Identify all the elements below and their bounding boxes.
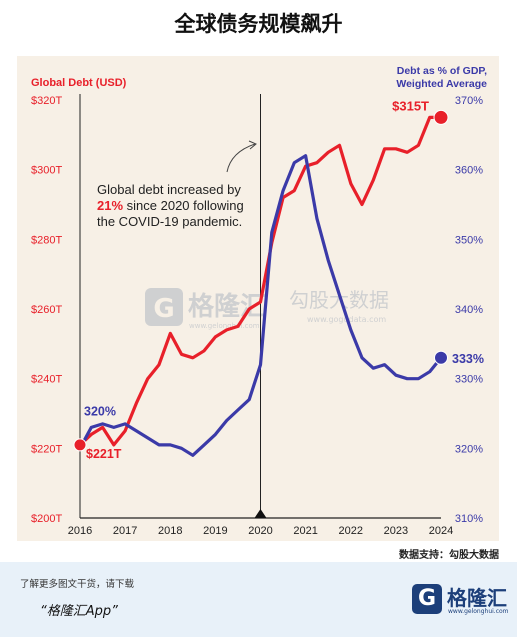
right-tick-label: 360%	[455, 165, 483, 177]
annotation: Global debt increased by 21% since 2020 …	[97, 140, 257, 229]
left-tick-label: $220T	[31, 443, 62, 455]
x-tick-label: 2016	[68, 525, 92, 537]
footer-note: 了解更多图文干货，请下载	[20, 579, 135, 590]
annotation-arrowhead-icon	[248, 140, 257, 150]
left-tick-label: $280T	[31, 234, 62, 246]
right-axis-title-line1: Debt as % of GDP,	[397, 65, 487, 77]
right-tick-label: 340%	[455, 304, 483, 316]
x-tick-label: 2021	[293, 525, 317, 537]
left-tick-label: $320T	[31, 95, 62, 107]
debt-start-point	[73, 438, 87, 452]
left-tick-label: $200T	[31, 513, 62, 525]
x-tick-label: 2022	[339, 525, 363, 537]
annotation-line3: the COVID-19 pandemic.	[97, 214, 242, 229]
watermark-left-site: www.gelonghui.com	[189, 322, 260, 330]
watermark-logo-icon	[145, 288, 183, 326]
x-tick-label: 2019	[203, 525, 227, 537]
footer: 了解更多图文干货，请下载 “格隆汇App” G 格隆汇 www.gelonghu…	[0, 562, 517, 637]
ratio-end-label: 333%	[452, 352, 484, 366]
footer-logo-site: www.gelonghui.com	[448, 608, 509, 615]
debt-end-point	[433, 109, 449, 125]
annotation-line2: 21% since 2020 following	[97, 198, 244, 213]
annotation-highlight: 21%	[97, 198, 123, 213]
footer-logo-text: 格隆汇	[447, 586, 507, 610]
marker-triangle-icon	[254, 509, 267, 518]
page-title: 全球债务规模飙升	[174, 12, 343, 36]
x-tick-label: 2023	[384, 525, 408, 537]
ratio-start-label: 320%	[84, 404, 116, 418]
right-tick-label: 370%	[455, 95, 483, 107]
x-tick-label: 2024	[429, 525, 453, 537]
lines-layer: $221T 320% $315T 333%	[73, 98, 484, 461]
left-tick-label: $240T	[31, 374, 62, 386]
annotation-line1: Global debt increased by	[97, 182, 241, 197]
annotation-line2-rest: since 2020 following	[123, 198, 244, 213]
right-tick-label: 310%	[455, 513, 483, 525]
debt-start-label: $221T	[86, 447, 122, 461]
right-tick-label: 330%	[455, 374, 483, 386]
ratio-series-line	[78, 154, 443, 457]
x-tick-label: 2017	[113, 525, 137, 537]
right-tick-label: 350%	[455, 234, 483, 246]
left-tick-label: $300T	[31, 165, 62, 177]
footer-app-name: “格隆汇App”	[40, 604, 118, 619]
left-tick-label: $260T	[31, 304, 62, 316]
right-tick-label: 320%	[455, 443, 483, 455]
x-tick-label: 2018	[158, 525, 182, 537]
debt-end-label: $315T	[392, 98, 429, 113]
axes-layer: $200T $220T $240T $260T $280T $300T $320T 310% 3…	[31, 94, 483, 537]
debt-series-line	[78, 115, 443, 447]
x-tick-label: 2020	[248, 525, 272, 537]
right-axis-title-line2: Weighted Average	[396, 78, 487, 90]
chart-svg: Global Debt (USD) Debt as % of GDP, Weig…	[31, 65, 487, 537]
source-line: 数据支持：勾股大数据	[399, 550, 499, 561]
ratio-end-point	[434, 350, 448, 365]
logo-icon: G	[412, 584, 442, 614]
left-axis-title: Global Debt (USD)	[31, 77, 127, 89]
chart-panel: Global Debt (USD) Debt as % of GDP, Weig…	[17, 56, 499, 541]
watermark-logo-glyph: G	[153, 294, 174, 324]
annotation-arrow-icon	[226, 143, 256, 173]
